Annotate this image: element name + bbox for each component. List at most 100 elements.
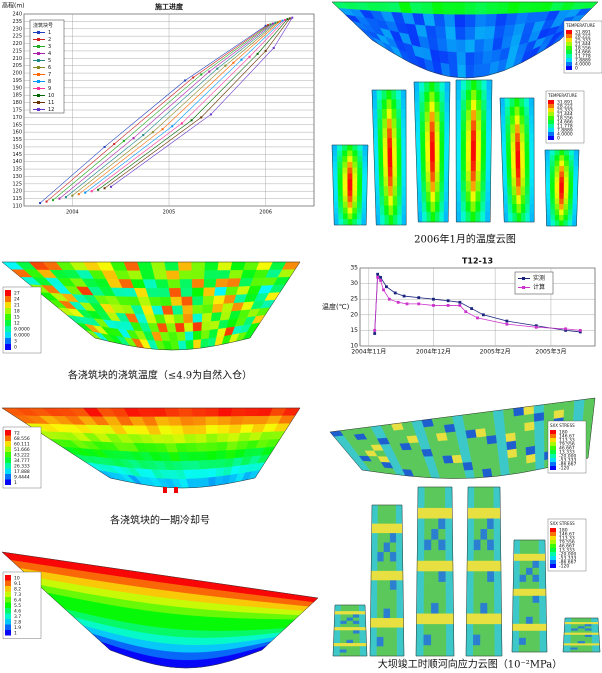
contour-cell (474, 497, 481, 509)
contour-cell (383, 533, 391, 543)
contour-cell (192, 296, 204, 306)
data-point (446, 299, 450, 303)
legend-swatch (5, 613, 11, 619)
contour-cell (532, 567, 540, 576)
contour-cell (474, 486, 482, 498)
contour-cell (396, 109, 402, 120)
data-point (505, 322, 509, 326)
caption: 各浇筑块的一期冷却号 (110, 514, 210, 527)
contour-cell (216, 450, 227, 460)
contour-cell (570, 643, 579, 646)
data-point (71, 194, 74, 197)
contour-cell (485, 171, 492, 182)
contour-cell (336, 144, 343, 151)
contour-cell (470, 211, 476, 223)
contour-cell (333, 627, 341, 631)
contour-cell (554, 209, 560, 216)
contour-cell (215, 467, 225, 478)
contour-cell (487, 443, 499, 453)
contour-cell (429, 91, 435, 103)
legend-title: SXX STRESS (550, 423, 575, 428)
contour-cell (191, 270, 205, 280)
legend-label: 3 (48, 44, 51, 50)
contour-cell (401, 138, 407, 149)
contour-cell (383, 636, 391, 647)
contour-cell (361, 184, 368, 191)
contour-cell (545, 198, 551, 205)
contour-cell (442, 1, 455, 15)
contour-cell (519, 106, 525, 116)
contour-cell (533, 404, 545, 415)
y-tick-label: 170 (12, 115, 22, 121)
contour-cell (342, 179, 348, 186)
legend-swatch (550, 446, 556, 450)
contour-cell (539, 616, 547, 625)
contour-cell (346, 636, 354, 641)
contour-cell (414, 91, 420, 103)
contour-cell (361, 213, 367, 220)
legend-label: 21.444 (557, 112, 573, 118)
series-line (91, 19, 286, 192)
contour-cell (383, 157, 389, 168)
contour-cell (476, 120, 482, 131)
contour-cell (554, 176, 560, 183)
contour-cell (494, 592, 502, 604)
contour-cell (441, 416, 455, 426)
contour-cell (455, 89, 462, 101)
contour-cell (179, 416, 195, 426)
contour-cell (445, 613, 454, 625)
contour-cell (493, 518, 501, 530)
contour-cell (338, 201, 344, 209)
caption: 大坝竣工时顺河向应力云图（10⁻²MPa） (378, 658, 563, 671)
legend-label: 6.4 (14, 597, 21, 603)
contour-cell (511, 644, 520, 653)
contour-cell (421, 191, 427, 203)
contour-cell (572, 204, 578, 210)
contour-cell (457, 64, 467, 79)
contour-cell (438, 624, 447, 636)
contour-cell (510, 124, 516, 134)
contour-cell (484, 26, 496, 40)
contour-cell (523, 413, 535, 424)
contour-cell (373, 138, 379, 149)
contour-cell (424, 529, 432, 541)
legend-swatch (5, 452, 11, 458)
contour-cell (485, 191, 491, 202)
contour-cell (203, 287, 216, 297)
contour-cell (445, 529, 453, 541)
contour-cell (563, 643, 571, 646)
contour-cell (439, 191, 445, 203)
contour-cell (591, 624, 599, 627)
contour-cell (416, 181, 422, 193)
data-point (279, 20, 282, 23)
contour-cell (378, 176, 385, 187)
contour-cell (356, 207, 363, 214)
contour-cell (159, 296, 173, 307)
contour-cell (426, 211, 432, 223)
contour-cell (444, 151, 450, 163)
contour-cell (572, 187, 578, 194)
contour-cell (205, 658, 212, 667)
contour-cell (572, 193, 578, 200)
contour-cell (470, 191, 477, 202)
data-point (276, 21, 279, 24)
contour-cell (381, 109, 388, 120)
series-line (39, 25, 266, 204)
contour-cell (416, 581, 425, 593)
contour-cell (167, 279, 181, 289)
contour-cell (465, 211, 472, 223)
contour-cell (563, 634, 572, 638)
contour-cell (353, 639, 361, 644)
contour-cell (202, 595, 213, 604)
contour-cell (390, 636, 398, 647)
contour-cell (573, 166, 579, 172)
contour-cell (480, 191, 486, 202)
y-tick-label: 195 (12, 78, 22, 84)
contour-cell (460, 191, 467, 202)
legend-label: 9.0000 (14, 327, 30, 333)
contour-cell (473, 507, 481, 519)
contour-outline (455, 79, 493, 223)
data-point (256, 52, 259, 55)
contour-cell (494, 613, 502, 625)
y-tick-label: 120 (12, 189, 22, 195)
